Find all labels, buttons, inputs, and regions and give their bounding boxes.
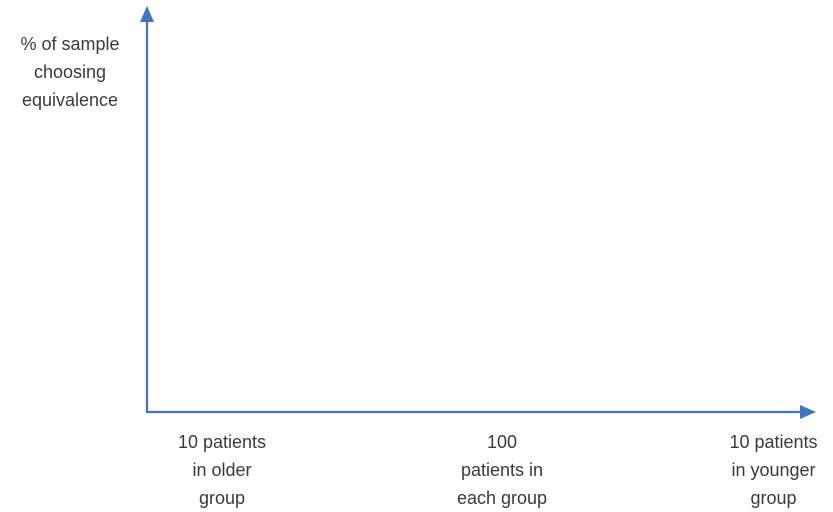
x-category-line: group (198, 488, 246, 508)
x-category-each-group: 100 patients in each group (420, 428, 584, 512)
y-axis-label-line-1: % of sample (20, 34, 120, 54)
x-category-line: in younger (731, 460, 816, 480)
x-category-line: 10 patients (177, 432, 267, 452)
x-category-line: each group (456, 488, 548, 508)
x-category-line: 10 patients (729, 432, 818, 452)
y-axis-label-line-2: choosing (33, 62, 107, 82)
x-category-line: in older (192, 460, 252, 480)
x-category-line: patients in (460, 460, 544, 480)
y-axis-label-line-3: equivalence (21, 90, 119, 110)
x-axis-arrowhead (800, 405, 816, 419)
y-axis-arrowhead (140, 6, 154, 22)
x-category-younger-group: 10 patients in younger group (714, 428, 833, 512)
x-category-line: 100 (486, 432, 518, 452)
y-axis-label: % of sample choosing equivalence (0, 30, 140, 114)
x-category-line: group (750, 488, 797, 508)
x-category-older-group: 10 patients in older group (150, 428, 294, 512)
